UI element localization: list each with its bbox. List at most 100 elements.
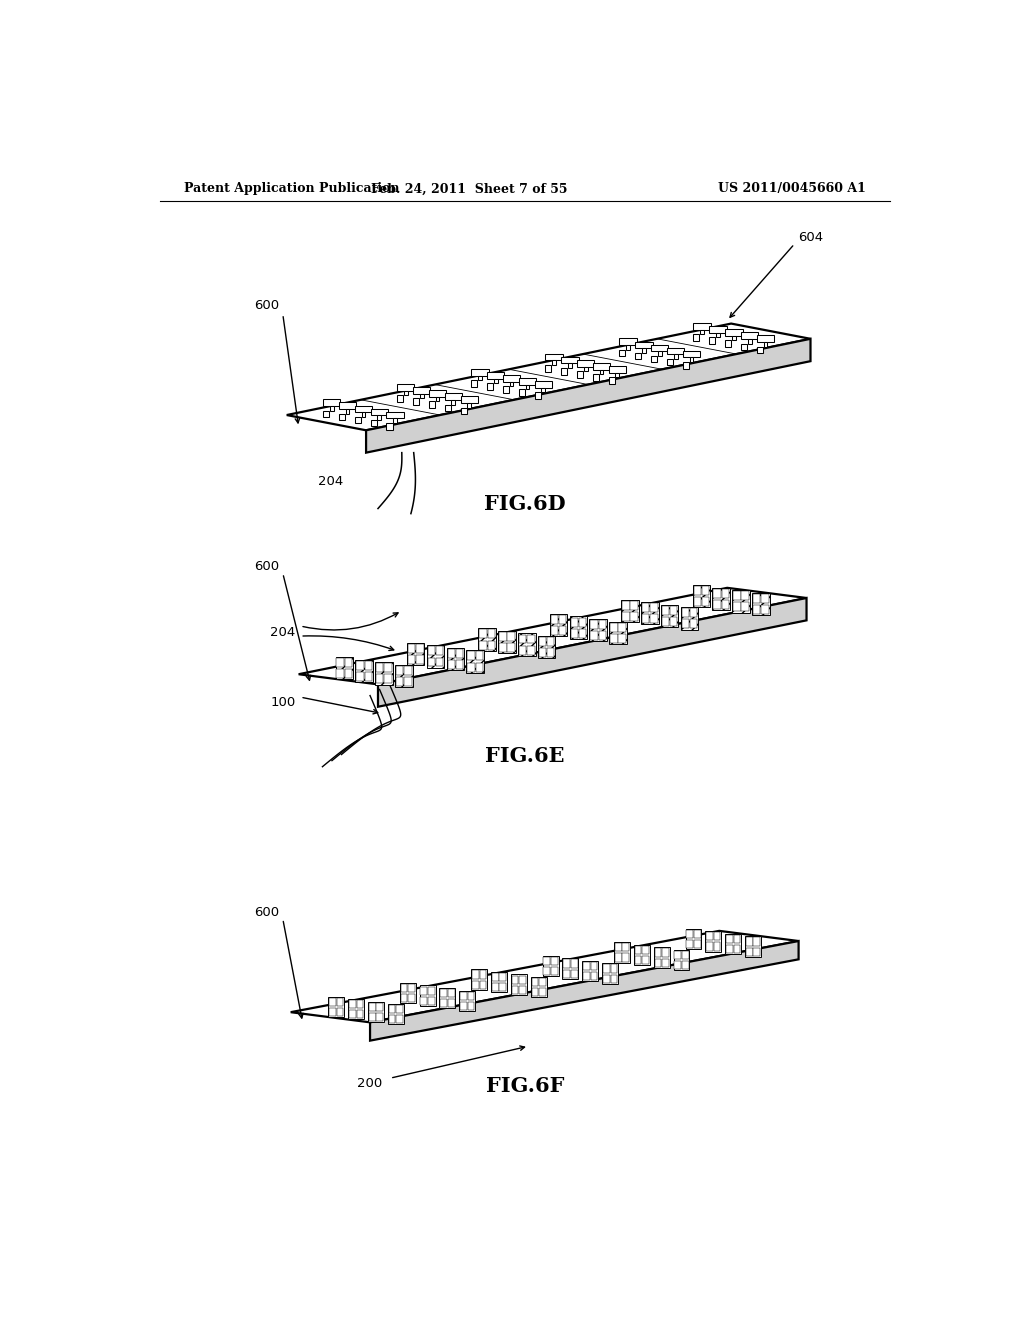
Polygon shape <box>439 989 456 1008</box>
Polygon shape <box>623 611 630 620</box>
Polygon shape <box>689 358 693 362</box>
Polygon shape <box>693 586 701 595</box>
Polygon shape <box>543 956 558 977</box>
Polygon shape <box>642 956 649 964</box>
Polygon shape <box>346 409 349 413</box>
Polygon shape <box>681 607 698 630</box>
Polygon shape <box>700 330 703 334</box>
Text: Patent Application Publication: Patent Application Publication <box>183 182 399 195</box>
Polygon shape <box>591 620 598 630</box>
Polygon shape <box>369 1003 376 1011</box>
Polygon shape <box>642 946 649 954</box>
Polygon shape <box>623 601 630 610</box>
Polygon shape <box>348 999 365 1019</box>
Polygon shape <box>396 1005 403 1014</box>
Polygon shape <box>444 393 462 400</box>
Polygon shape <box>547 638 554 645</box>
Polygon shape <box>512 975 518 983</box>
Polygon shape <box>570 960 578 968</box>
Polygon shape <box>563 960 570 968</box>
Polygon shape <box>620 350 626 356</box>
Polygon shape <box>685 929 701 949</box>
Polygon shape <box>492 973 499 981</box>
Polygon shape <box>764 342 767 347</box>
Polygon shape <box>369 1012 376 1020</box>
Polygon shape <box>527 635 535 643</box>
Polygon shape <box>663 948 669 957</box>
Text: 600: 600 <box>254 906 280 919</box>
Polygon shape <box>753 594 761 603</box>
Polygon shape <box>471 380 477 387</box>
Polygon shape <box>487 383 494 389</box>
Polygon shape <box>429 401 435 408</box>
Polygon shape <box>404 677 412 686</box>
Polygon shape <box>367 339 811 453</box>
Polygon shape <box>733 602 740 611</box>
Polygon shape <box>714 932 721 940</box>
Polygon shape <box>692 585 710 607</box>
Polygon shape <box>642 614 649 623</box>
Polygon shape <box>475 663 483 672</box>
Polygon shape <box>726 935 733 942</box>
Polygon shape <box>499 631 516 653</box>
Polygon shape <box>569 616 587 639</box>
Polygon shape <box>447 999 455 1007</box>
Polygon shape <box>371 409 388 416</box>
Polygon shape <box>339 403 356 409</box>
Polygon shape <box>583 962 590 970</box>
Polygon shape <box>710 338 716 345</box>
Text: FIG.6D: FIG.6D <box>484 494 565 513</box>
Polygon shape <box>609 622 627 644</box>
Polygon shape <box>674 950 689 970</box>
Polygon shape <box>378 598 807 706</box>
Polygon shape <box>479 970 486 978</box>
Polygon shape <box>329 998 336 1006</box>
Polygon shape <box>693 598 701 606</box>
Polygon shape <box>356 1001 364 1008</box>
Polygon shape <box>356 672 364 681</box>
Polygon shape <box>416 655 424 664</box>
Polygon shape <box>713 587 730 610</box>
Polygon shape <box>428 657 435 667</box>
Polygon shape <box>479 981 486 989</box>
Polygon shape <box>614 953 622 961</box>
Polygon shape <box>608 366 626 372</box>
Polygon shape <box>389 1005 395 1014</box>
Polygon shape <box>530 977 547 998</box>
Polygon shape <box>371 420 377 426</box>
Polygon shape <box>686 940 693 948</box>
Polygon shape <box>725 329 742 337</box>
Polygon shape <box>591 962 597 970</box>
Polygon shape <box>376 675 384 684</box>
Text: 200: 200 <box>357 1077 383 1090</box>
Polygon shape <box>722 601 729 609</box>
Polygon shape <box>635 946 641 954</box>
Polygon shape <box>384 664 392 672</box>
Polygon shape <box>733 935 740 942</box>
Polygon shape <box>741 591 749 601</box>
Polygon shape <box>500 983 506 991</box>
Polygon shape <box>593 374 599 380</box>
Polygon shape <box>683 351 700 358</box>
Polygon shape <box>386 422 392 429</box>
Polygon shape <box>467 663 475 672</box>
Polygon shape <box>577 360 594 367</box>
Polygon shape <box>544 968 550 975</box>
Polygon shape <box>478 628 496 651</box>
Polygon shape <box>389 1015 395 1023</box>
Polygon shape <box>614 944 622 952</box>
Polygon shape <box>395 665 413 688</box>
Polygon shape <box>396 1015 403 1023</box>
Polygon shape <box>732 337 735 341</box>
Polygon shape <box>539 989 546 997</box>
Polygon shape <box>622 599 639 622</box>
Polygon shape <box>428 997 435 1005</box>
Polygon shape <box>631 601 638 610</box>
Polygon shape <box>291 931 799 1022</box>
Polygon shape <box>667 347 684 354</box>
Polygon shape <box>337 659 344 667</box>
Polygon shape <box>600 370 603 374</box>
Polygon shape <box>287 323 811 430</box>
Polygon shape <box>487 640 495 649</box>
Polygon shape <box>409 994 415 1002</box>
